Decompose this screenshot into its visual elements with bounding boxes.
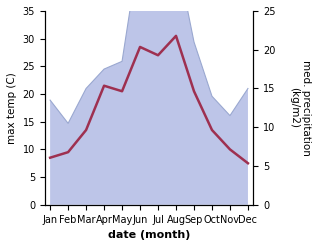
Y-axis label: med. precipitation
(kg/m2): med. precipitation (kg/m2) bbox=[289, 60, 311, 156]
Y-axis label: max temp (C): max temp (C) bbox=[7, 72, 17, 144]
X-axis label: date (month): date (month) bbox=[108, 230, 190, 240]
